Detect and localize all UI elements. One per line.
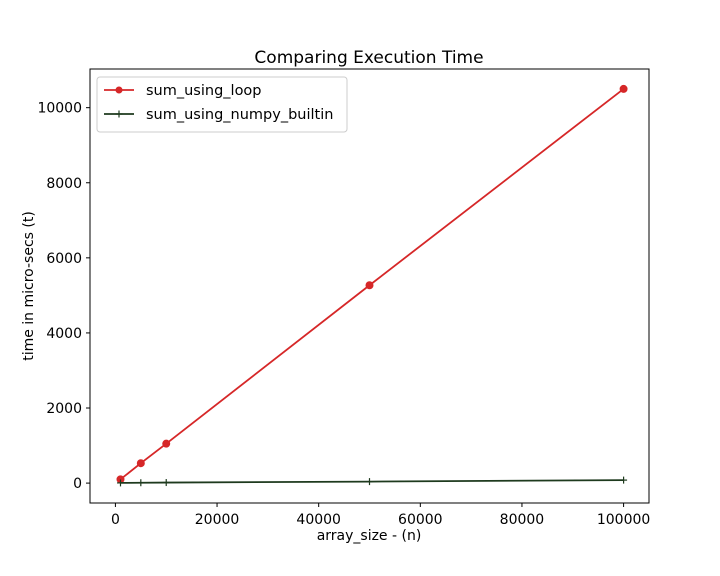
x-tick-label: 0 bbox=[111, 512, 120, 528]
legend-box bbox=[96, 76, 348, 133]
legend-label: sum_using_loop bbox=[146, 83, 262, 99]
legend-marker bbox=[115, 86, 123, 94]
data-point bbox=[619, 84, 628, 93]
x-tick-label: 80000 bbox=[500, 512, 545, 528]
chart-title: Comparing Execution Time bbox=[254, 48, 483, 68]
data-point bbox=[366, 478, 373, 486]
y-tick-label: 4000 bbox=[46, 326, 82, 342]
legend-label: sum_using_numpy_builtin bbox=[146, 107, 333, 123]
y-tick-label: 6000 bbox=[46, 251, 82, 267]
legend-entry-sum_using_loop: sum_using_loop bbox=[104, 83, 262, 99]
x-axis-ticks: 0 20000 40000 60000 80000 100000 bbox=[111, 503, 650, 528]
y-axis-ticks: 0 2000 4000 6000 8000 10000 bbox=[37, 101, 90, 492]
x-tick-label: 20000 bbox=[195, 512, 240, 528]
y-tick-label: 8000 bbox=[46, 176, 82, 192]
series-layer bbox=[116, 84, 628, 487]
plot-area-frame bbox=[89, 68, 650, 504]
data-point bbox=[162, 479, 170, 487]
x-tick-label: 40000 bbox=[296, 512, 341, 528]
y-tick-label: 10000 bbox=[37, 101, 82, 117]
data-point bbox=[136, 459, 145, 468]
y-axis-label: time in micro-secs (t) bbox=[21, 211, 37, 361]
legend-entry-sum_using_numpy_builtin: sum_using_numpy_builtin bbox=[104, 107, 333, 123]
data-point bbox=[365, 281, 374, 290]
x-axis-label: array_size - (n) bbox=[317, 528, 422, 544]
data-point bbox=[162, 439, 171, 448]
data-point bbox=[137, 479, 145, 487]
legend: sum_using_loop sum_using_numpy_builtin bbox=[96, 76, 348, 133]
y-tick-label: 2000 bbox=[46, 401, 82, 417]
x-tick-label: 100000 bbox=[597, 512, 650, 528]
y-tick-label: 0 bbox=[73, 476, 82, 492]
data-point bbox=[620, 476, 628, 484]
x-tick-label: 60000 bbox=[398, 512, 443, 528]
data-point bbox=[116, 479, 124, 487]
